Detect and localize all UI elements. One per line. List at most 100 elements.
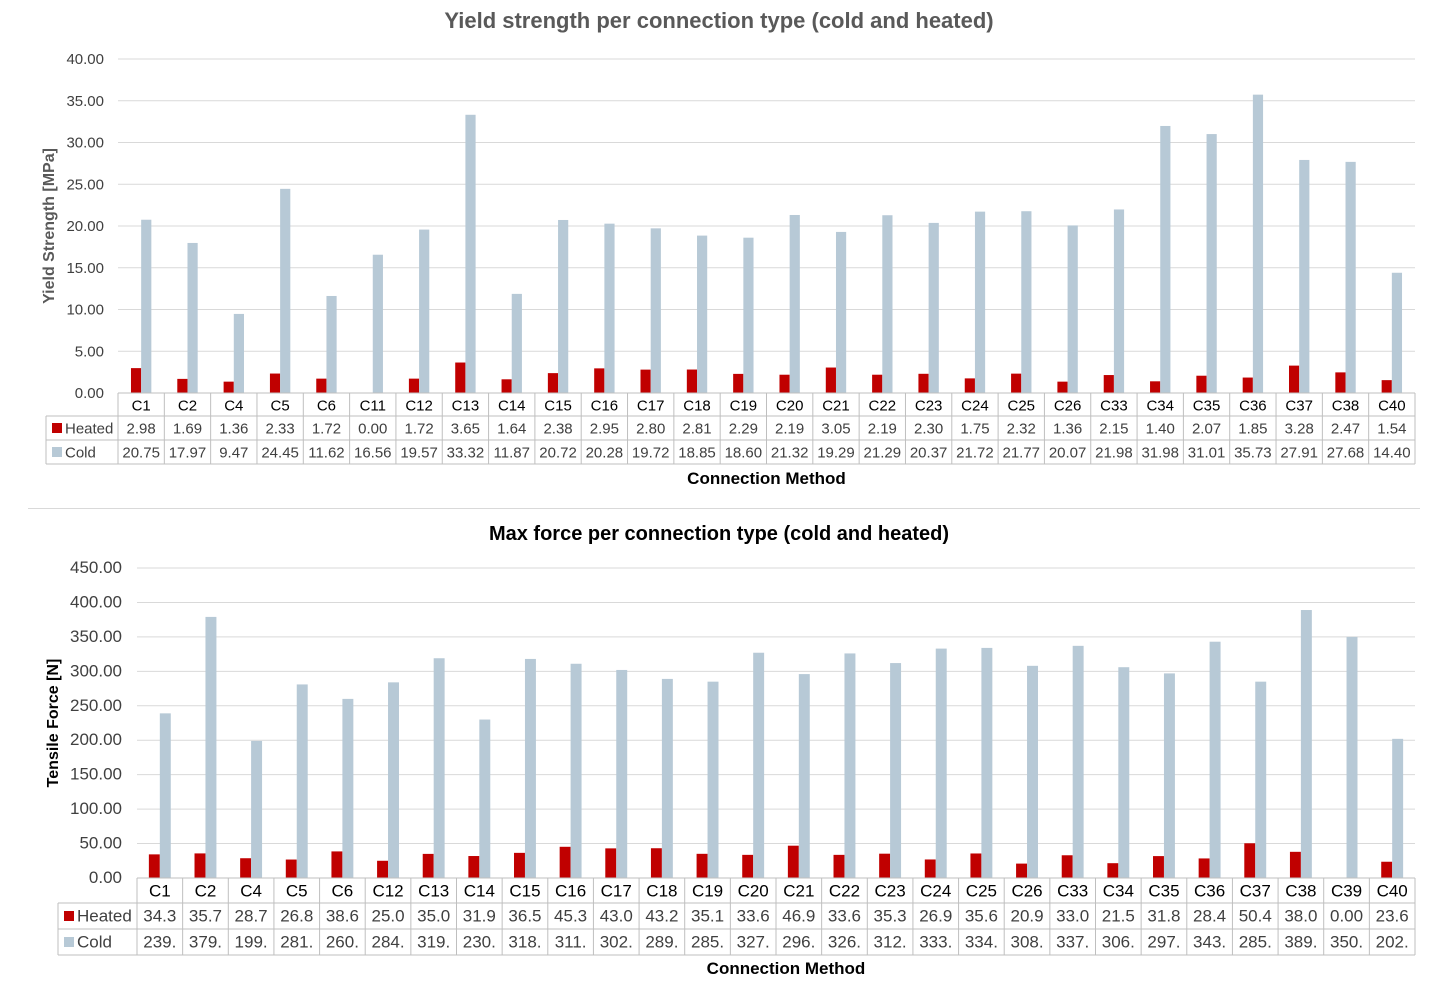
x-tick-label: C21 — [783, 882, 814, 901]
table-value: 31.9 — [463, 907, 496, 926]
table-value: 20.72 — [539, 445, 577, 462]
heated-bar — [964, 378, 975, 393]
table-value: 199. — [235, 933, 268, 952]
cold-bar — [661, 678, 673, 878]
table-value: 3.28 — [1285, 421, 1314, 438]
heated-bar — [594, 368, 605, 393]
x-tick-label: C38 — [1332, 398, 1360, 415]
heated-bar — [696, 853, 708, 878]
heated-bar — [924, 859, 936, 878]
x-tick-label: C35 — [1148, 882, 1179, 901]
table-value: 312. — [874, 933, 907, 952]
x-tick-label: C19 — [730, 398, 758, 415]
table-value: 38.6 — [326, 907, 359, 926]
heated-bar — [1150, 381, 1161, 393]
y-tick-label: 20.00 — [66, 218, 104, 235]
legend-label-cold: Cold — [65, 445, 96, 462]
table-value: 350. — [1330, 933, 1363, 952]
table-value: 18.85 — [678, 445, 716, 462]
table-value: 14.40 — [1373, 445, 1411, 462]
cold-bar — [251, 740, 263, 878]
cold-bar — [524, 658, 536, 878]
heated-bar — [269, 373, 281, 393]
y-tick-label: 300.00 — [70, 661, 122, 680]
heated-bar — [240, 858, 252, 878]
x-tick-label: C34 — [1103, 882, 1134, 901]
table-value: 33.6 — [828, 907, 861, 926]
table-value: 0.00 — [1330, 907, 1363, 926]
x-tick-label: C6 — [317, 398, 336, 415]
table-value: 1.54 — [1377, 421, 1406, 438]
chart-divider — [28, 508, 1420, 509]
table-value: 28.4 — [1193, 907, 1226, 926]
heated-bar — [605, 848, 617, 878]
y-tick-label: 150.00 — [70, 765, 122, 784]
cold-bar — [844, 653, 856, 878]
table-value: 289. — [645, 933, 678, 952]
x-tick-label: C37 — [1285, 398, 1313, 415]
heated-bar — [1107, 863, 1119, 878]
table-value: 379. — [189, 933, 222, 952]
heated-bar — [285, 859, 297, 878]
table-value: 281. — [280, 933, 313, 952]
table-value: 3.65 — [451, 421, 480, 438]
legend-label-cold: Cold — [77, 933, 112, 952]
x-tick-label: C36 — [1239, 398, 1267, 415]
heated-bar — [1335, 372, 1346, 393]
table-value: 21.98 — [1095, 445, 1133, 462]
heated-bar — [918, 373, 929, 393]
table-value: 20.37 — [910, 445, 948, 462]
table-value: 11.87 — [494, 445, 530, 462]
x-tick-label: C26 — [1054, 398, 1082, 415]
table-value: 2.19 — [775, 421, 804, 438]
legend-label-heated: Heated — [65, 421, 113, 438]
x-tick-label: C35 — [1193, 398, 1221, 415]
x-tick-label: C2 — [195, 882, 217, 901]
table-value: 21.32 — [771, 445, 809, 462]
table-value: 285. — [1239, 933, 1272, 952]
cold-bar — [697, 235, 708, 393]
heated-bar — [742, 854, 754, 878]
table-value: 33.6 — [737, 907, 770, 926]
table-value: 1.36 — [219, 421, 248, 438]
y-tick-label: 0.00 — [89, 868, 122, 887]
table-value: 11.62 — [308, 445, 344, 462]
table-value: 1.36 — [1053, 421, 1082, 438]
table-value: 31.8 — [1147, 907, 1180, 926]
table-value: 20.75 — [122, 445, 160, 462]
cold-bar — [604, 223, 615, 393]
table-value: 296. — [782, 933, 815, 952]
cold-bar — [1392, 738, 1404, 878]
x-tick-label: C5 — [286, 882, 308, 901]
x-tick-label: C12 — [372, 882, 403, 901]
yield-strength-chart-panel: Yield strength per connection type (cold… — [41, 8, 1416, 488]
y-tick-label: 25.00 — [66, 176, 104, 193]
table-value: 0.00 — [358, 421, 387, 438]
table-value: 1.69 — [173, 421, 202, 438]
x-tick-label: C4 — [224, 398, 243, 415]
y-tick-label: 250.00 — [70, 696, 122, 715]
cold-bar — [1160, 125, 1171, 393]
x-tick-label: C4 — [240, 882, 262, 901]
table-value: 24.45 — [261, 445, 299, 462]
table-value: 334. — [965, 933, 998, 952]
x-tick-label: C33 — [1100, 398, 1128, 415]
x-tick-label: C17 — [601, 882, 632, 901]
table-value: 16.56 — [354, 445, 392, 462]
table-value: 18.60 — [725, 445, 763, 462]
yield-strength-chart: 0.00 5.00 10.00 15.00 20.00 25.00 30.00 35.00 40… — [41, 51, 1416, 488]
x-tick-label: C23 — [875, 882, 906, 901]
cold-bar — [882, 215, 893, 393]
table-value: 35.73 — [1234, 445, 1272, 462]
x-tick-label: C26 — [1011, 882, 1042, 901]
heated-bar — [331, 851, 343, 878]
table-value: 1.64 — [497, 421, 526, 438]
cold-bar — [1021, 211, 1032, 393]
heated-bar — [223, 381, 234, 393]
table-value: 1.85 — [1238, 421, 1267, 438]
cold-bar — [1346, 636, 1358, 878]
table-value: 23.6 — [1376, 907, 1409, 926]
heated-bar — [468, 856, 480, 878]
cold-bar — [141, 219, 152, 393]
heated-bar — [1061, 855, 1073, 878]
